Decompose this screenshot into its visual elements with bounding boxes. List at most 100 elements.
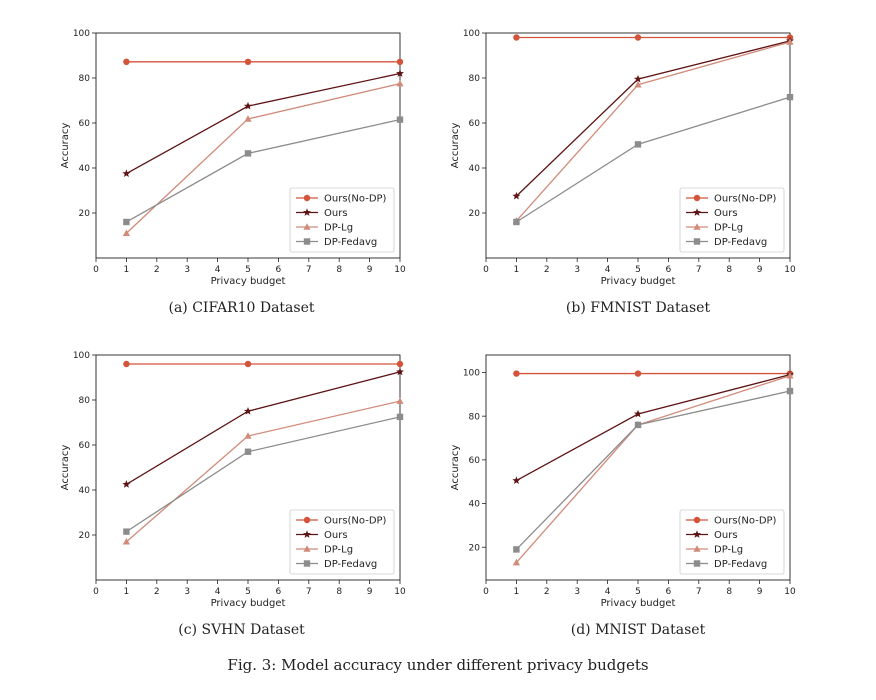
y-tick-label: 60 xyxy=(469,456,481,466)
legend-label: Ours(No-DP) xyxy=(714,194,777,205)
x-tick-label: 5 xyxy=(635,265,641,275)
series-ours xyxy=(512,36,794,200)
data-point-dp-lg xyxy=(786,371,794,379)
data-point-dp-fedavg xyxy=(634,421,642,429)
chart-fmnist: 0 1 2 3 4 5 6 7 8 9 10 20 40 60 80 100 Privacy budget Acc… xyxy=(450,29,796,287)
data-point-dp-fedavg xyxy=(786,387,794,395)
data-point-ours-no-dp xyxy=(634,370,642,377)
data-point-ours-no-dp xyxy=(123,360,130,368)
y-tick-label: 100 xyxy=(73,29,90,39)
x-tick-label: 5 xyxy=(245,265,251,275)
y-tick-label: 40 xyxy=(469,500,481,510)
legend: Ours(No-DP) Ours DP-Lg DP-Fedavg xyxy=(289,187,395,253)
chart-cifar10: 0 1 2 3 4 5 6 7 8 9 10 20 40 60 80 100 Privacy budget Acc… xyxy=(60,29,406,287)
x-tick-label: 3 xyxy=(184,587,190,597)
x-tick-label: 5 xyxy=(635,587,641,597)
series-ours-no-dp xyxy=(513,34,794,41)
data-point-ours-no-dp xyxy=(513,34,520,41)
series-ours-no-dp xyxy=(123,58,404,65)
y-tick-label: 80 xyxy=(79,74,91,84)
legend-marker xyxy=(303,223,311,230)
x-tick-label: 3 xyxy=(184,265,190,275)
series-line-ours xyxy=(126,72,401,175)
series-ours-no-dp xyxy=(513,370,794,377)
series-dp-lg xyxy=(122,397,404,545)
series-line-ours xyxy=(516,374,791,482)
legend-marker xyxy=(303,560,311,567)
legend-marker xyxy=(303,208,311,216)
series-dp-lg xyxy=(122,79,404,237)
chart-svhn: 0 1 2 3 4 5 6 7 8 9 10 20 40 60 80 100 Privacy budget Acc… xyxy=(60,351,406,609)
legend-label: Ours xyxy=(324,530,348,541)
y-tick-label: 100 xyxy=(463,29,480,39)
x-tick-label: 2 xyxy=(544,265,550,275)
chart-mnist: 0 1 2 3 4 5 6 7 8 9 10 20 40 60 80 100 Privacy budget Acc… xyxy=(450,354,796,609)
data-point-ours-no-dp xyxy=(634,34,642,41)
x-axis-label: Privacy budget xyxy=(601,276,676,287)
y-tick-label: 80 xyxy=(79,396,91,406)
legend-box xyxy=(679,509,785,575)
legend-label: DP-Fedavg xyxy=(324,559,377,570)
x-tick-label: 7 xyxy=(696,587,702,597)
y-tick-label: 100 xyxy=(73,351,90,361)
y-axis-label: Accuracy xyxy=(60,445,71,491)
x-tick-label: 2 xyxy=(154,265,160,275)
data-point-ours-no-dp xyxy=(396,58,404,65)
x-tick-label: 9 xyxy=(367,587,373,597)
legend-marker xyxy=(693,530,701,538)
x-tick-label: 2 xyxy=(154,587,160,597)
caption-svhn: (c) SVHN Dataset xyxy=(178,622,305,638)
data-point-dp-fedavg xyxy=(244,150,252,157)
y-axis-label: Accuracy xyxy=(60,123,71,169)
x-tick-label: 7 xyxy=(306,587,312,597)
data-point-dp-fedavg xyxy=(396,116,404,123)
legend-box xyxy=(289,509,395,575)
data-point-dp-lg xyxy=(244,432,252,439)
x-tick-label: 2 xyxy=(544,587,550,597)
legend-marker xyxy=(693,560,701,567)
series-line-ours xyxy=(126,371,401,485)
data-point-dp-fedavg xyxy=(396,413,404,421)
x-axis-label: Privacy budget xyxy=(211,598,286,609)
series-dp-fedavg xyxy=(123,116,404,226)
y-tick-label: 60 xyxy=(469,119,481,129)
legend-marker xyxy=(303,238,311,245)
data-point-ours-no-dp xyxy=(123,58,130,65)
x-tick-label: 1 xyxy=(124,587,130,597)
legend-box xyxy=(679,187,785,253)
legend-box xyxy=(289,187,395,253)
data-point-dp-fedavg xyxy=(513,546,520,553)
y-tick-label: 80 xyxy=(469,74,481,84)
x-tick-label: 1 xyxy=(514,265,520,275)
x-tick-label: 3 xyxy=(574,587,580,597)
x-tick-label: 0 xyxy=(93,587,99,597)
series-ours-no-dp xyxy=(123,360,404,368)
data-point-ours xyxy=(122,169,131,178)
legend-label: DP-Fedavg xyxy=(324,237,377,248)
x-tick-label: 7 xyxy=(306,265,312,275)
x-tick-label: 9 xyxy=(757,265,763,275)
legend-label: DP-Lg xyxy=(714,223,743,234)
series-ours xyxy=(122,69,404,178)
data-point-dp-fedavg xyxy=(513,218,520,226)
data-point-dp-lg xyxy=(244,115,252,122)
series-dp-fedavg xyxy=(513,387,794,553)
data-point-dp-fedavg xyxy=(123,528,130,535)
data-point-dp-lg xyxy=(122,229,130,237)
data-point-dp-fedavg xyxy=(123,218,130,226)
data-point-ours-no-dp xyxy=(244,58,252,65)
legend-label: Ours xyxy=(324,208,348,219)
legend-label: DP-Fedavg xyxy=(714,559,767,570)
legend-label: Ours(No-DP) xyxy=(324,194,387,205)
legend-marker xyxy=(693,516,701,524)
legend: Ours(No-DP) Ours DP-Lg DP-Fedavg xyxy=(679,187,785,253)
y-tick-label: 20 xyxy=(79,531,91,541)
legend-marker xyxy=(693,223,701,230)
legend-label: Ours xyxy=(714,208,738,219)
data-point-dp-fedavg xyxy=(786,93,794,101)
x-tick-label: 4 xyxy=(605,587,611,597)
y-tick-label: 20 xyxy=(469,543,481,553)
x-tick-label: 0 xyxy=(93,265,99,275)
data-point-dp-lg xyxy=(396,79,404,87)
